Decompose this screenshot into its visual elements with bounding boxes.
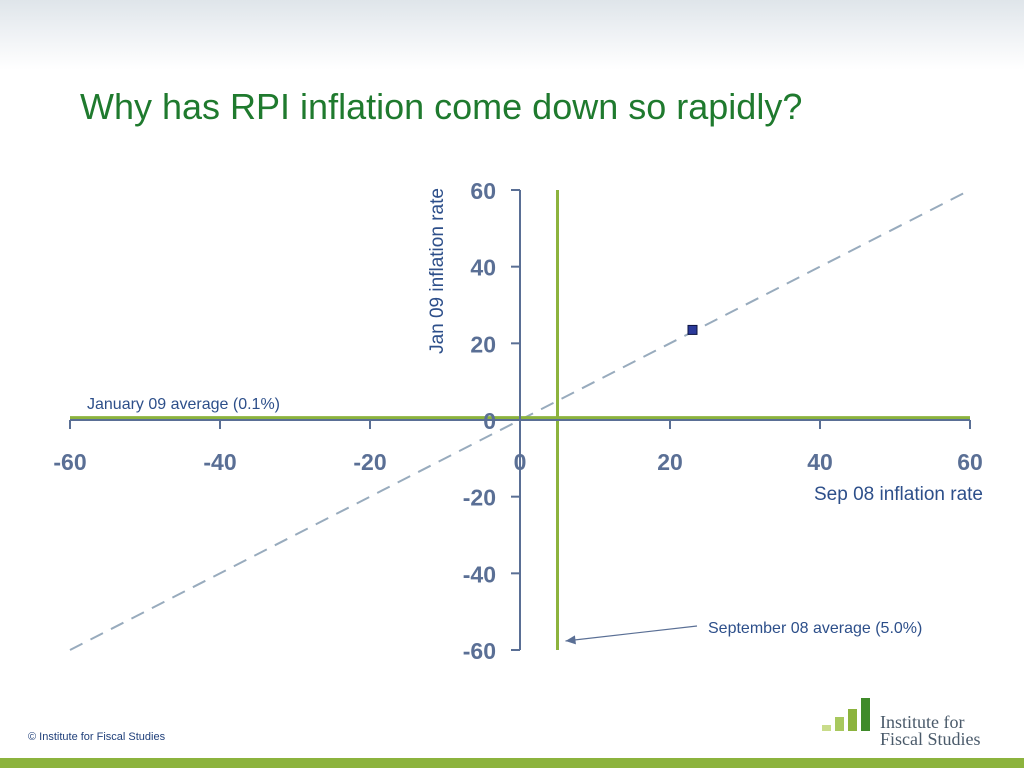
y-tick-label: 0 [483, 408, 496, 434]
y-tick-label: 20 [470, 331, 496, 357]
data-points [687, 324, 698, 335]
y-tick-label: -20 [463, 485, 496, 511]
tick-marks [69, 189, 971, 651]
annotation-arrow-head [565, 635, 576, 645]
x-tick-label: -20 [353, 449, 386, 475]
header-gradient [0, 0, 1024, 70]
x-tick-label: 0 [514, 449, 527, 475]
slide-title: Why has RPI inflation come down so rapid… [80, 86, 803, 127]
logo-line-2: Fiscal Studies [880, 729, 981, 749]
y-tick-label: 60 [470, 178, 496, 204]
y-tick-label: -60 [463, 638, 496, 664]
logo-bars-icon [822, 698, 870, 731]
x-tick-label: 20 [657, 449, 683, 475]
y-tick-label: 40 [470, 255, 496, 281]
annotation-arrow-line [565, 625, 698, 642]
chart-text: -60 -40 -20 0 20 40 60 60 40 20 0 -20 -40 -60 Jan 09 i… [53, 178, 983, 664]
x-tick-label: -60 [53, 449, 86, 475]
copyright-text: © Institute for Fiscal Studies [28, 731, 166, 743]
ifs-logo: Institute for Fiscal Studies [820, 694, 1005, 754]
x-tick-label: 40 [807, 449, 833, 475]
x-axis-title: Sep 08 inflation rate [814, 484, 983, 505]
logo-text: Institute for Fiscal Studies [880, 712, 981, 749]
data-point [687, 324, 698, 335]
y-axis-title: Jan 09 inflation rate [427, 188, 448, 354]
september-average-label: September 08 average (5.0%) [708, 620, 922, 637]
x-tick-label: 60 [957, 449, 983, 475]
january-average-label: January 09 average (0.1%) [87, 396, 280, 413]
diagonal-reference-line [69, 189, 971, 651]
x-tick-label: -40 [203, 449, 236, 475]
y-tick-label: -40 [463, 561, 496, 587]
logo-line-1: Institute for [880, 712, 965, 732]
footer-band [0, 758, 1024, 768]
